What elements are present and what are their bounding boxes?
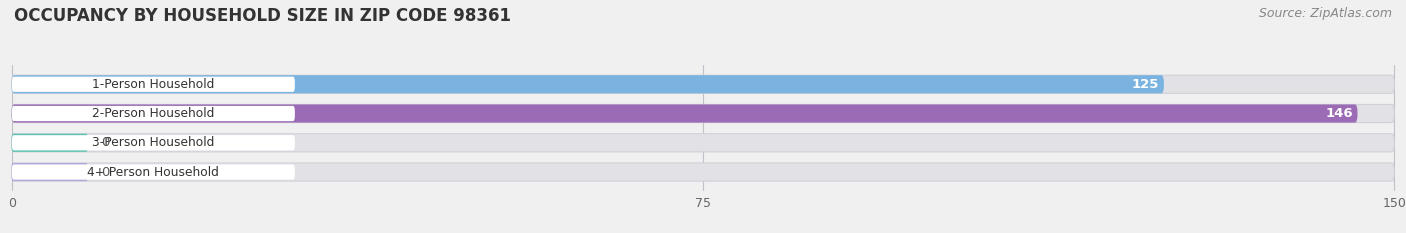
FancyBboxPatch shape (11, 164, 295, 180)
Text: 0: 0 (101, 136, 110, 149)
FancyBboxPatch shape (11, 104, 1395, 123)
Text: 0: 0 (101, 165, 110, 178)
Text: 146: 146 (1326, 107, 1353, 120)
FancyBboxPatch shape (11, 104, 1357, 123)
Text: Source: ZipAtlas.com: Source: ZipAtlas.com (1258, 7, 1392, 20)
FancyBboxPatch shape (11, 135, 295, 150)
FancyBboxPatch shape (11, 163, 1395, 181)
FancyBboxPatch shape (11, 134, 87, 152)
Text: OCCUPANCY BY HOUSEHOLD SIZE IN ZIP CODE 98361: OCCUPANCY BY HOUSEHOLD SIZE IN ZIP CODE … (14, 7, 510, 25)
FancyBboxPatch shape (11, 106, 295, 121)
FancyBboxPatch shape (11, 75, 1395, 93)
Text: 4+ Person Household: 4+ Person Household (87, 165, 219, 178)
Text: 3-Person Household: 3-Person Household (93, 136, 215, 149)
Text: 2-Person Household: 2-Person Household (93, 107, 215, 120)
FancyBboxPatch shape (11, 134, 1395, 152)
FancyBboxPatch shape (11, 77, 295, 92)
Text: 1-Person Household: 1-Person Household (93, 78, 215, 91)
FancyBboxPatch shape (11, 75, 1164, 93)
Text: 125: 125 (1132, 78, 1160, 91)
FancyBboxPatch shape (11, 163, 87, 181)
